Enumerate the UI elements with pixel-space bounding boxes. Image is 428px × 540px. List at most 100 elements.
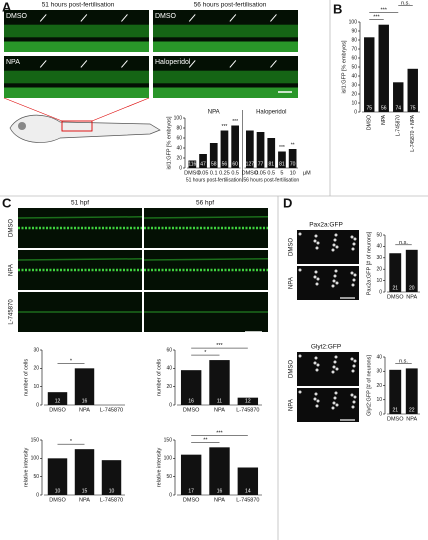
y-tick-label: 20: [176, 155, 182, 161]
neuron: [351, 405, 355, 409]
bar: [209, 447, 230, 495]
bar: [180, 370, 202, 405]
bar: [101, 460, 122, 495]
x-tick-label: 0.25: [219, 170, 230, 176]
neuron: [298, 354, 302, 358]
neuron: [298, 390, 302, 394]
bar: [405, 368, 418, 414]
image-title: Glyt2:GFP: [311, 344, 341, 351]
bar: [188, 160, 197, 168]
significance: n.s.: [399, 358, 408, 364]
tissue: [153, 24, 298, 38]
panel-label: B: [333, 1, 342, 16]
significance: n.s.: [401, 1, 410, 7]
y-tick-label: 40: [376, 354, 382, 360]
group-name: Haloperidol: [256, 110, 286, 116]
neuron: [334, 233, 338, 237]
x-tick-label: DMSO: [242, 170, 259, 176]
n-label: 14: [245, 488, 251, 494]
x-tick-label: NPA: [406, 294, 417, 300]
neuron: [352, 364, 356, 368]
n-label: 20: [409, 285, 415, 291]
y-tick-label: 30: [376, 369, 382, 375]
micrograph: [297, 230, 359, 264]
neuron: [350, 393, 354, 397]
y-tick-label: 10: [351, 100, 357, 106]
bar: [256, 132, 265, 168]
y-tick-label: 10: [376, 278, 382, 284]
x-tick-label: 0.1: [210, 170, 218, 176]
axon-track: [17, 216, 143, 219]
x-tick-label: L-745870: [100, 407, 123, 413]
neuron: [313, 361, 317, 365]
y-tick-label: 40: [166, 366, 172, 372]
neuron: [331, 284, 335, 288]
n-label: 77: [258, 161, 264, 167]
neuron: [315, 368, 319, 372]
neuron: [313, 397, 317, 401]
n-label: 116: [188, 161, 196, 167]
micrograph: [297, 266, 359, 300]
y-axis-label: number of cells: [23, 359, 29, 397]
x-tick-label: 0.05: [198, 170, 209, 176]
y-tick-label: 100: [31, 456, 40, 462]
y-tick-label: 0: [354, 109, 357, 115]
neuron: [332, 365, 336, 369]
arrow: [270, 60, 277, 68]
n-label: 75: [410, 105, 416, 111]
significance: ***: [381, 8, 388, 14]
neuron: [353, 359, 357, 363]
image-label: Haloperidol: [155, 59, 191, 66]
n-label: 10: [55, 488, 61, 494]
x-tick-label: NPA: [79, 497, 90, 503]
x-tick-label: 0.05: [255, 170, 266, 176]
bar: [245, 130, 254, 168]
y-tick-label: 30: [33, 347, 39, 353]
x-tick-label: L-745870 + NPA: [410, 114, 416, 151]
neuron: [351, 247, 355, 251]
neuron: [352, 278, 356, 282]
y-tick-label: 80: [176, 125, 182, 131]
neuron: [316, 363, 320, 367]
arrow: [229, 60, 237, 68]
y-tick-label: 50: [351, 64, 357, 70]
column-header: 51 hpf: [71, 200, 89, 207]
neuron: [316, 399, 320, 403]
bar: [393, 82, 404, 112]
significance: *: [70, 358, 73, 364]
bar: [364, 37, 375, 112]
neuron: [314, 356, 318, 360]
arrow: [80, 60, 88, 68]
neuron: [350, 271, 354, 275]
y-tick-label: 90: [351, 28, 357, 34]
x-tick-label: L-745870: [236, 407, 259, 413]
neuron: [334, 269, 338, 273]
column-header: 51 hours post-fertilisation: [42, 2, 115, 9]
x-tick-label: DMSO: [183, 497, 200, 503]
y-tick-label: 0: [379, 411, 382, 417]
n-label: 12: [55, 398, 61, 404]
image-title: Pax2a:GFP: [309, 222, 343, 229]
n-label: 47: [200, 161, 206, 167]
n-label: 56: [222, 161, 228, 167]
n-label: 70: [290, 161, 296, 167]
y-tick-label: 10: [376, 397, 382, 403]
neuron: [331, 248, 335, 252]
significance: **: [203, 437, 208, 443]
arrow: [39, 60, 47, 68]
n-label: 21: [392, 407, 398, 413]
y-tick-label: 150: [164, 437, 173, 443]
x-tick-label: NPA: [79, 407, 90, 413]
x-tick-label: NPA: [214, 497, 225, 503]
n-label: 58: [211, 161, 217, 167]
y-axis-label: isl1:GFP [% embryos]: [166, 116, 172, 170]
embryo-eye: [18, 122, 26, 130]
y-tick-label: 20: [351, 91, 357, 97]
bar: [47, 392, 68, 405]
y-axis-label: relative intensity: [23, 448, 29, 488]
row-label: NPA: [289, 399, 295, 411]
y-tick-label: 100: [174, 115, 183, 121]
axon-track: [143, 258, 269, 261]
neuron: [353, 237, 357, 241]
x-tick-label: NPA: [406, 416, 417, 422]
